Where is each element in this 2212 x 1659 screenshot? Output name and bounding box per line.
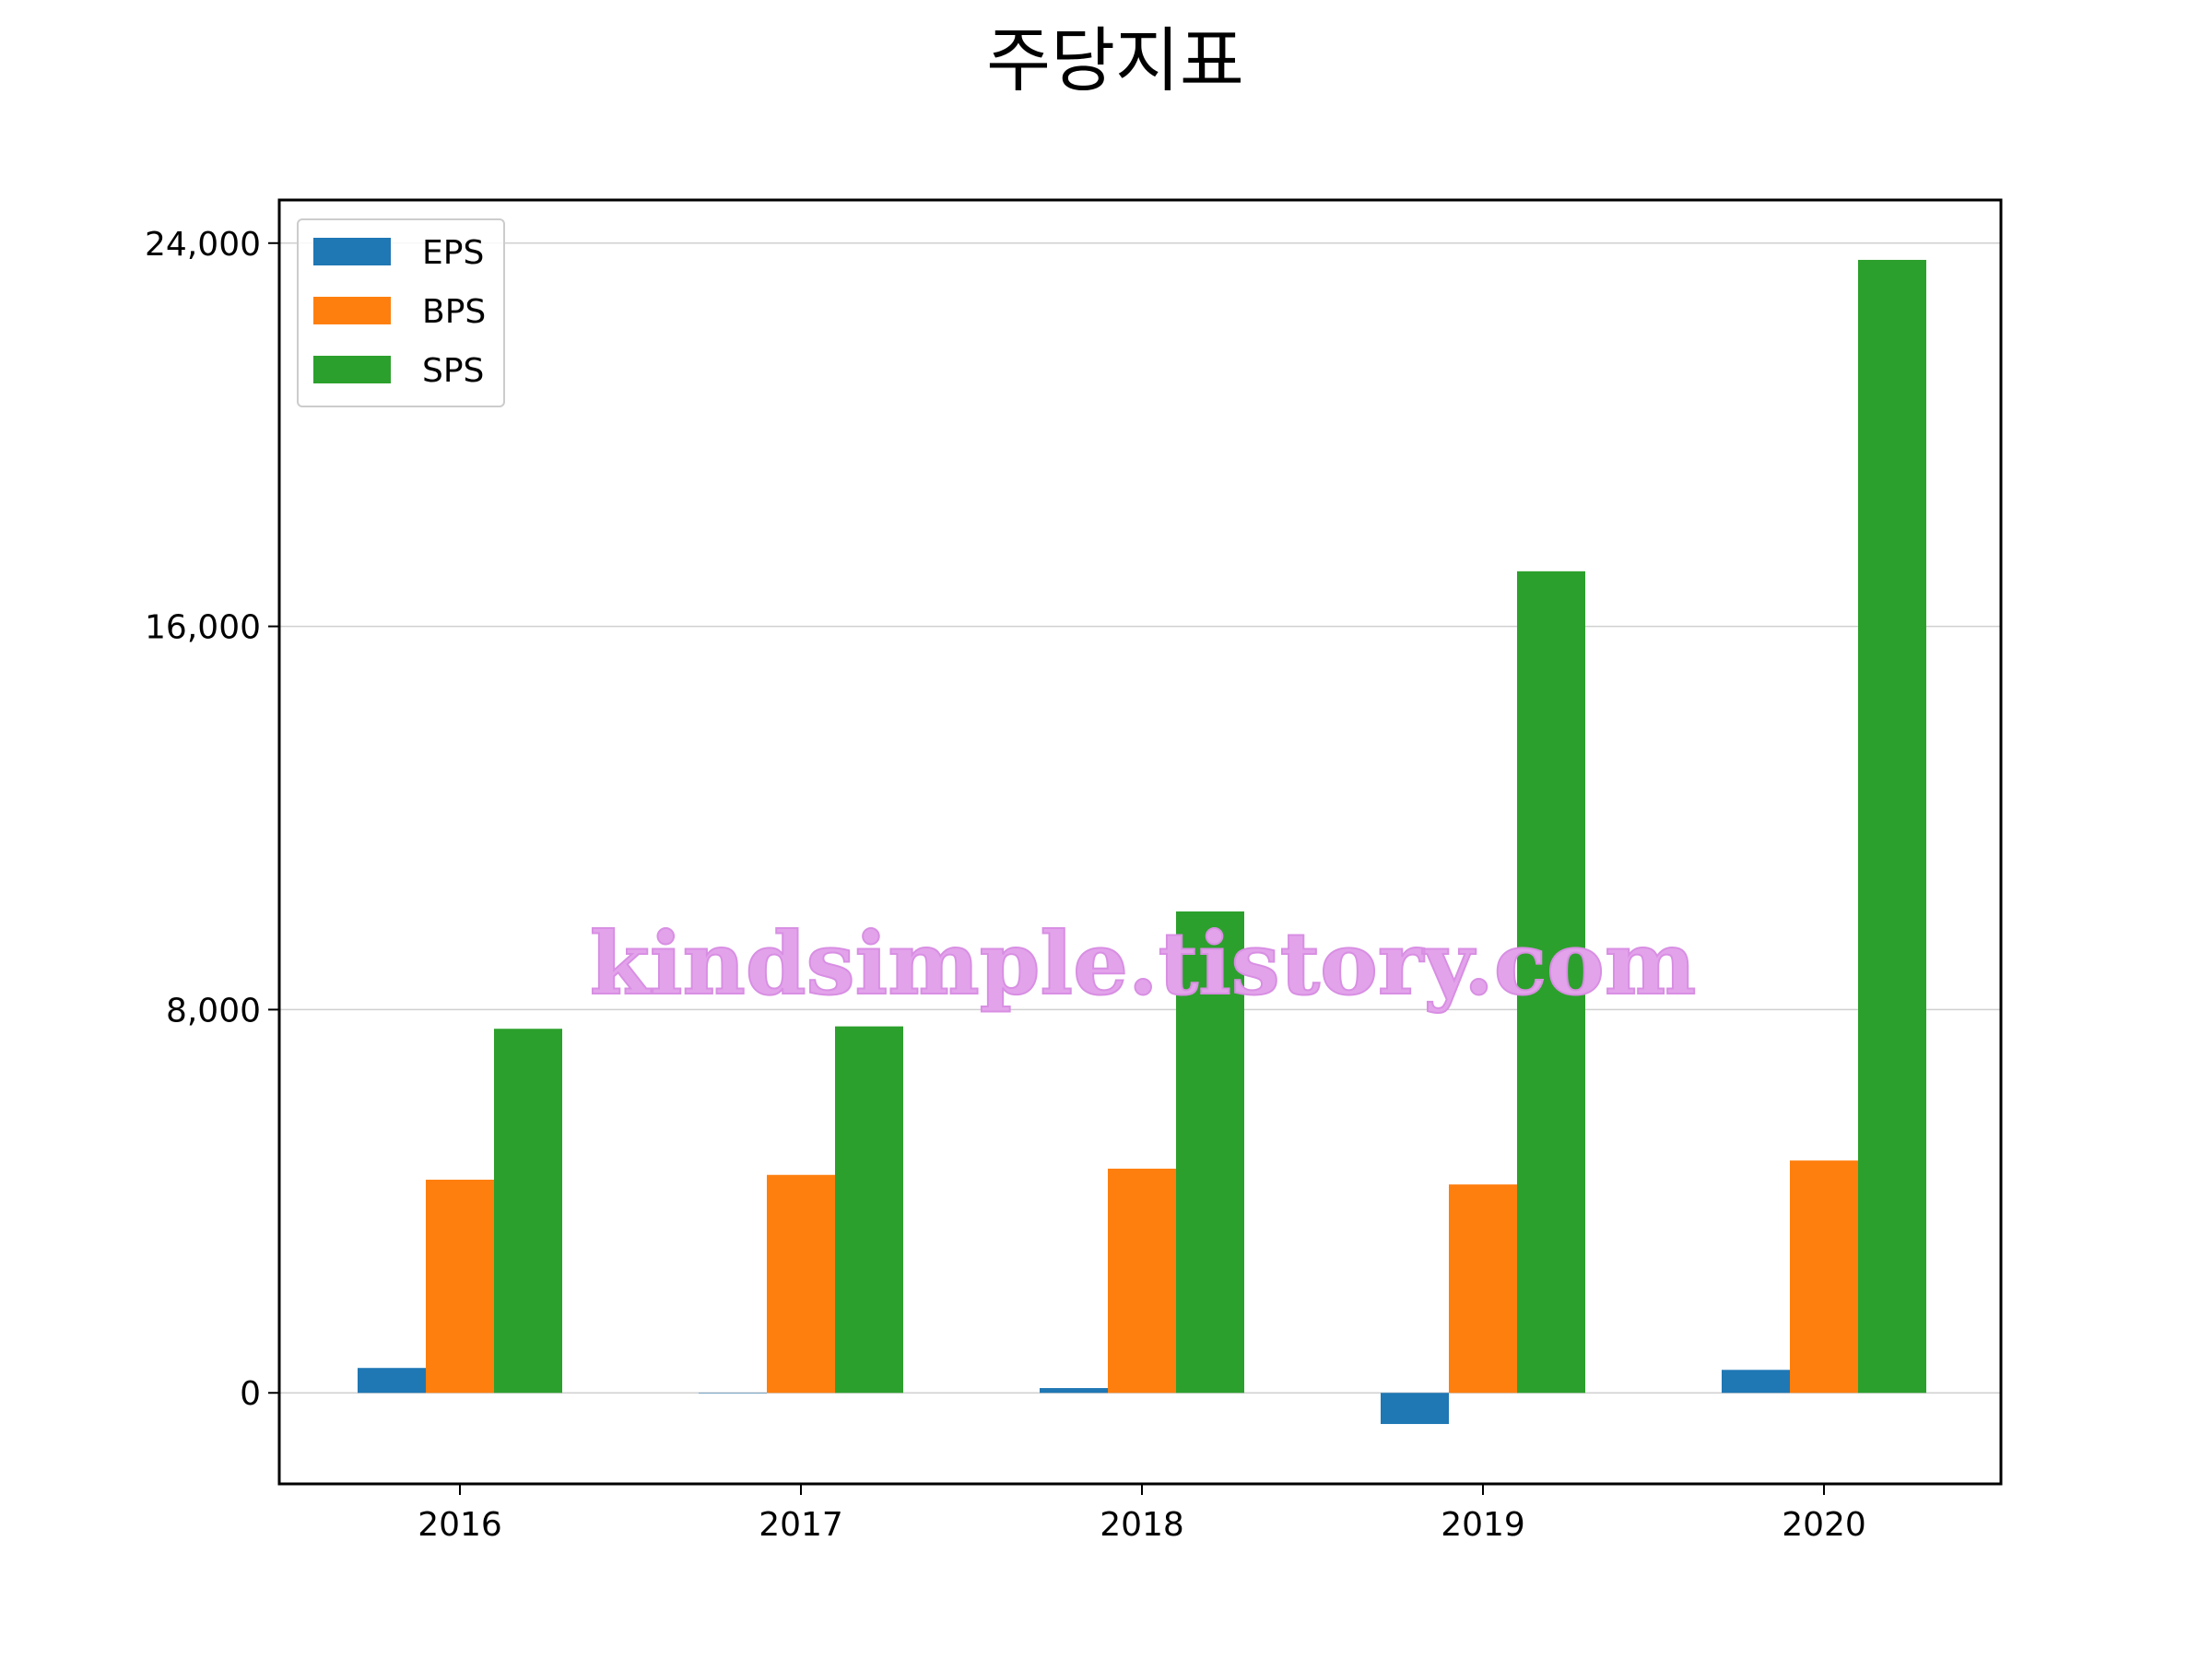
bar-sps-2019 xyxy=(1517,571,1585,1394)
watermark-text: kindsimple.tistory.com xyxy=(590,913,1697,1015)
x-tick-label: 2017 xyxy=(759,1506,843,1544)
bar-bps-2020 xyxy=(1790,1160,1858,1394)
y-tick-label: 16,000 xyxy=(145,609,261,647)
legend-swatch-eps xyxy=(313,238,391,265)
legend-label-sps: SPS xyxy=(422,352,484,390)
bar-sps-2018 xyxy=(1176,911,1244,1394)
legend-swatch-sps xyxy=(313,356,391,383)
bar-sps-2020 xyxy=(1858,259,1926,1394)
y-axis: 0 8,000 16,000 24,000 xyxy=(145,226,279,1413)
x-tick-label: 2019 xyxy=(1441,1506,1525,1544)
plot-frame xyxy=(277,198,2003,1486)
legend-label-bps: BPS xyxy=(422,293,486,331)
x-axis: 2016 2017 2018 2019 2020 xyxy=(418,1484,1866,1544)
x-tick-label: 2020 xyxy=(1782,1506,1866,1544)
chart-title: 주당지표 xyxy=(986,19,1244,101)
bar-sps-2017 xyxy=(835,1026,903,1394)
bar-eps-2017 xyxy=(699,1393,767,1394)
bar-eps-2016 xyxy=(358,1368,426,1394)
legend: EPS BPS SPS xyxy=(297,218,505,407)
legend-label-eps: EPS xyxy=(422,234,484,272)
bar-eps-2019 xyxy=(1381,1393,1449,1425)
x-tick-label: 2016 xyxy=(418,1506,502,1544)
y-tick-label: 24,000 xyxy=(145,226,261,264)
x-tick-label: 2018 xyxy=(1100,1506,1184,1544)
bars xyxy=(358,259,1926,1425)
bar-bps-2018 xyxy=(1108,1168,1176,1394)
y-tick-label: 8,000 xyxy=(166,992,261,1030)
bar-eps-2020 xyxy=(1722,1370,1790,1394)
bar-bps-2016 xyxy=(426,1179,494,1394)
bar-eps-2018 xyxy=(1040,1388,1108,1394)
y-tick-label: 0 xyxy=(240,1375,261,1413)
bar-sps-2016 xyxy=(494,1029,562,1394)
bar-bps-2017 xyxy=(767,1174,835,1394)
bar-bps-2019 xyxy=(1449,1184,1517,1394)
legend-swatch-bps xyxy=(313,297,391,324)
